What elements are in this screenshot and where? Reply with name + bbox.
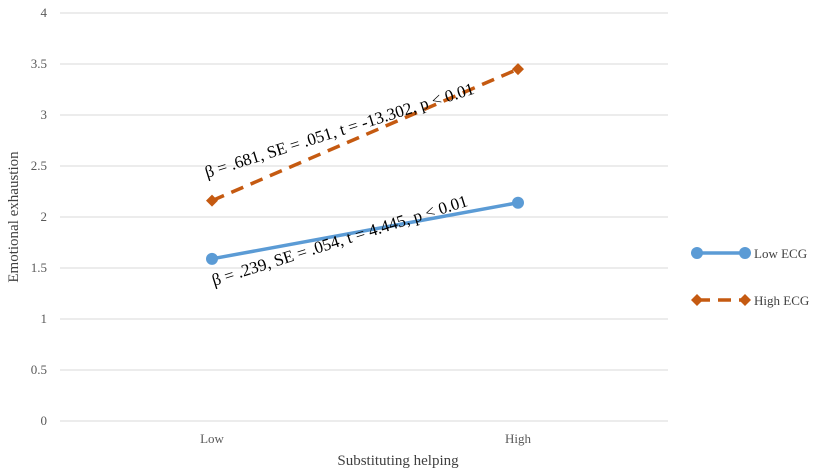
y-tick-label-8: 4	[41, 5, 48, 20]
x-axis-title: Substituting helping	[337, 453, 459, 469]
x-tick-label-1: High	[505, 431, 532, 446]
legend: Low ECG High ECG	[691, 246, 809, 308]
legend-label-low-ecg: Low ECG	[754, 246, 807, 261]
series-line-low-ecg	[211, 200, 519, 261]
legend-label-high-ecg: High ECG	[754, 293, 809, 308]
legend-marker-right-low-ecg	[739, 247, 751, 259]
point-high-ecg-1	[512, 63, 524, 76]
y-tick-label-5: 2.5	[31, 158, 47, 173]
legend-marker-left-high-ecg	[691, 294, 703, 306]
series-group	[206, 63, 524, 265]
y-tick-label-6: 3	[41, 107, 48, 122]
y-tick-label-3: 1.5	[31, 260, 47, 275]
y-tick-label-4: 2	[41, 209, 48, 224]
annotation-low-ecg: β = .239, SE = .054, t = 4.445, p < 0.01	[209, 191, 469, 289]
series-line-high-ecg	[211, 67, 519, 203]
gridlines	[60, 12, 668, 422]
legend-marker-right-high-ecg	[739, 294, 751, 306]
y-tick-labels: 0 0.5 1 1.5 2 2.5 3 3.5 4	[31, 5, 48, 428]
y-tick-label-0: 0	[41, 413, 48, 428]
y-tick-label-1: 0.5	[31, 362, 47, 377]
y-tick-label-2: 1	[41, 311, 48, 326]
point-low-ecg-0	[206, 252, 218, 265]
x-tick-label-0: Low	[200, 431, 224, 446]
y-axis-title: Emotional exhaustion	[6, 151, 22, 283]
y-tick-label-7: 3.5	[31, 56, 47, 71]
x-tick-labels: Low High	[200, 431, 531, 446]
point-high-ecg-0	[206, 194, 218, 207]
legend-marker-left-low-ecg	[691, 247, 703, 259]
point-low-ecg-1	[512, 196, 524, 209]
